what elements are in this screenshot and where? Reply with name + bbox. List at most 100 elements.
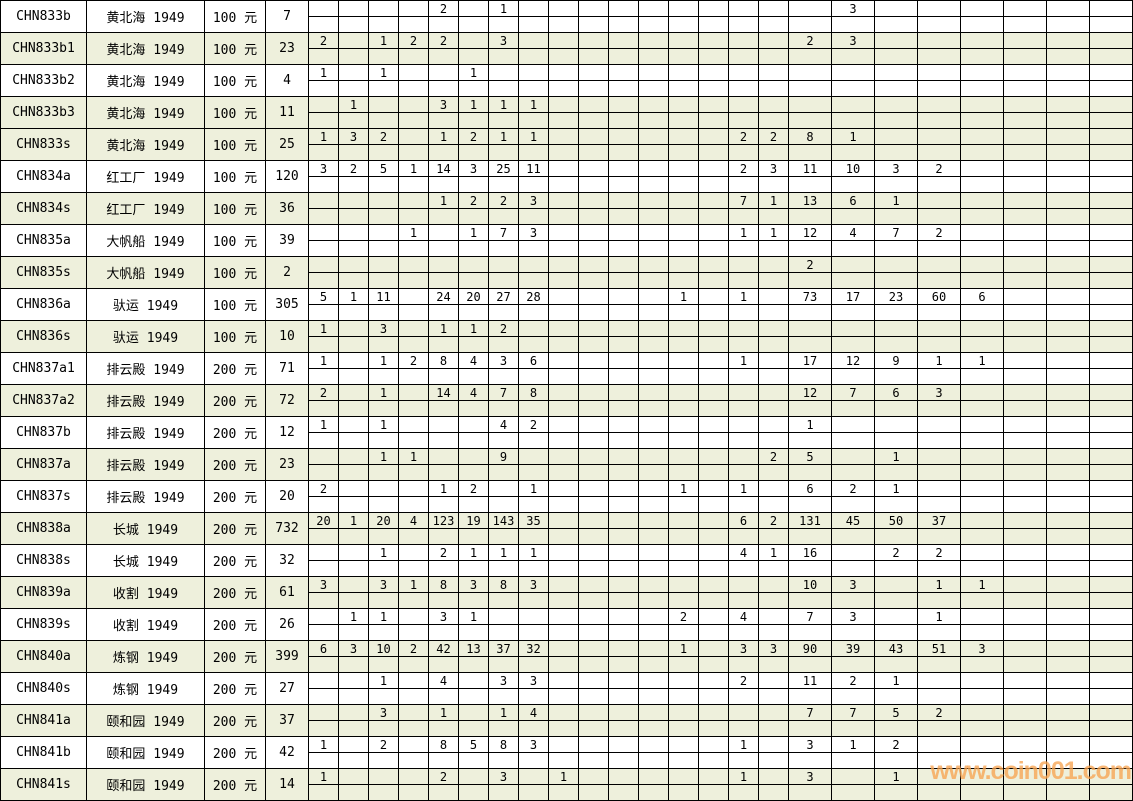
grade-cell-value [309,1,338,17]
row-code: CHN837a [1,449,87,480]
grade-cell-value [549,513,578,529]
grade-cell-empty [309,721,338,736]
grade-cell: 2 [832,481,875,512]
grade-cell: 10 [832,161,875,192]
grade-cell: 3 [519,577,549,608]
grade-cell-empty [609,465,638,480]
grade-cell-value: 3 [832,1,874,17]
grade-cell-value: 1 [875,193,917,209]
grade-cell-value [1004,161,1046,177]
grade-cell-value: 3 [519,577,548,593]
grade-cell [729,385,759,416]
grade-cell-value [759,65,788,81]
grade-cell [609,97,639,128]
grade-cell-empty [369,561,398,576]
grade-cell-value [609,577,638,593]
grade-cell-empty [789,273,831,288]
grade-cell-value [918,769,960,785]
grade-cell: 8 [489,577,519,608]
grade-cell [369,193,399,224]
grade-cell [832,257,875,288]
grade-cell-empty [399,273,428,288]
grade-cell-empty [429,593,458,608]
grade-cell-value [609,257,638,273]
grade-cell-empty [609,17,638,32]
grade-cell [1090,97,1133,128]
grade-cell-value [399,481,428,497]
grade-cell [609,449,639,480]
grade-cell-value: 50 [875,513,917,529]
grade-cell [519,609,549,640]
row-denomination: 200 元 [205,769,266,800]
grade-cell [729,65,759,96]
grade-cell-empty [669,81,698,96]
grade-cell-value [639,321,668,337]
grade-cell [579,97,609,128]
grade-cell-value [918,481,960,497]
grade-cell-empty [459,241,488,256]
grade-cell-empty [459,49,488,64]
grade-cell-empty [918,337,960,352]
grade-cell-empty [729,657,758,672]
grade-cell-empty [961,593,1003,608]
grade-cell [339,257,369,288]
grade-cell: 45 [832,513,875,544]
grade-cell [699,385,729,416]
grade-cell-value [832,769,874,785]
grade-cell-empty [1090,369,1132,384]
grade-cell-empty [579,81,608,96]
grade-cell [1004,353,1047,384]
grade-cell-empty [789,337,831,352]
grade-cell [699,705,729,736]
grade-cell-empty [309,561,338,576]
grade-cell-value [609,609,638,625]
grade-cell-empty [699,497,728,512]
grade-cell-value [699,737,728,753]
grade-cell [579,737,609,768]
grade-cell-empty [669,753,698,768]
grade-cell-value [549,417,578,433]
grade-cell-value [609,737,638,753]
grade-cell-empty [759,305,788,320]
grade-cell-value [639,193,668,209]
grade-cell-empty [1090,273,1132,288]
grade-cell: 20 [369,513,399,544]
grade-cell: 2 [759,513,789,544]
grade-cell [609,705,639,736]
grade-cell [699,193,729,224]
grade-cell [759,321,789,352]
grade-cell-value [669,129,698,145]
grade-cell [961,481,1004,512]
grade-cell-empty [519,113,548,128]
grade-cell: 1 [369,449,399,480]
grade-cell-empty [961,433,1003,448]
grade-cell-empty [369,209,398,224]
grade-cell [639,481,669,512]
grade-cell-value [1047,705,1089,721]
grade-cell-empty [1004,785,1046,800]
grade-cell-empty [699,81,728,96]
grade-cell [1047,289,1090,320]
grade-cell [339,545,369,576]
grade-cell [875,609,918,640]
grade-cell [609,481,639,512]
grade-cell [789,65,832,96]
grade-cell-value [549,33,578,49]
grade-cell-empty [875,177,917,192]
grade-cell [961,33,1004,64]
row-name: 排云殿 1949 [87,417,205,448]
grade-cell-empty [669,465,698,480]
grade-cell-empty [918,433,960,448]
grade-cell [1047,481,1090,512]
grade-cell-empty [429,657,458,672]
grade-cell-value [609,673,638,689]
grade-cell-empty [609,529,638,544]
grade-cell-empty [759,49,788,64]
grade-cell [579,353,609,384]
row-name: 排云殿 1949 [87,481,205,512]
grade-cell-empty [339,753,368,768]
grade-cell: 60 [918,289,961,320]
grade-cell-empty [729,785,758,800]
grade-cell [1004,609,1047,640]
grade-cell-empty [759,529,788,544]
